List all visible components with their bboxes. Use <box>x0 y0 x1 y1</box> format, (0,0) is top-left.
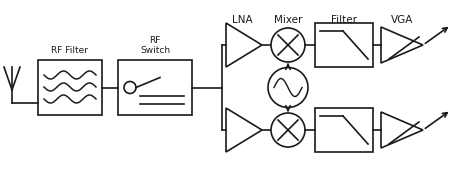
Bar <box>118 60 192 115</box>
Bar <box>38 60 102 115</box>
Text: Mixer: Mixer <box>274 15 302 25</box>
Text: RF
Switch: RF Switch <box>140 36 170 55</box>
Bar <box>315 108 373 152</box>
Text: VGA: VGA <box>391 15 413 25</box>
Text: Filter: Filter <box>331 15 357 25</box>
Bar <box>315 23 373 67</box>
Text: LNA: LNA <box>232 15 252 25</box>
Text: RF Filter: RF Filter <box>52 46 89 55</box>
